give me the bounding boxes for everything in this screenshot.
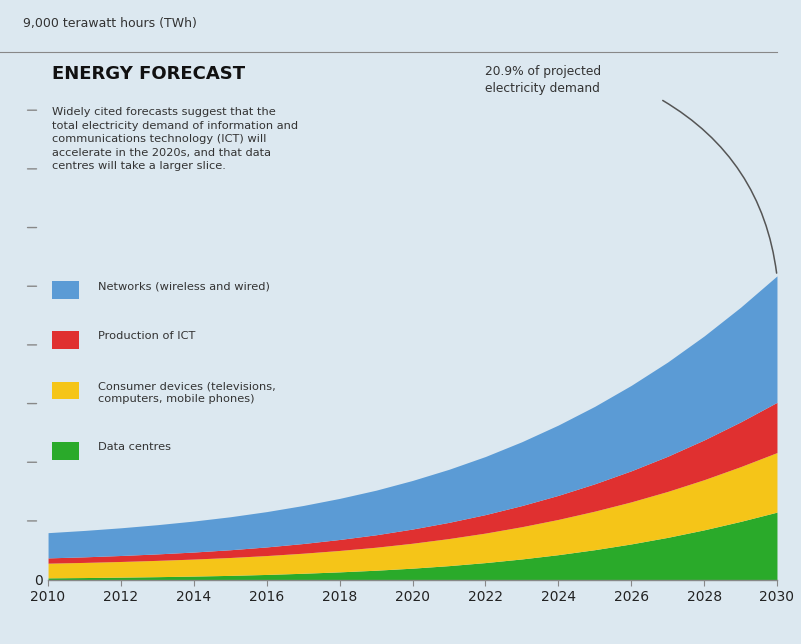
FancyBboxPatch shape — [52, 442, 79, 460]
FancyBboxPatch shape — [52, 332, 79, 349]
FancyBboxPatch shape — [52, 381, 79, 399]
FancyBboxPatch shape — [52, 281, 79, 299]
Text: Data centres: Data centres — [98, 442, 171, 452]
Text: Widely cited forecasts suggest that the
total electricity demand of information : Widely cited forecasts suggest that the … — [52, 107, 298, 171]
Text: Production of ICT: Production of ICT — [98, 332, 195, 341]
Text: Consumer devices (televisions,
computers, mobile phones): Consumer devices (televisions, computers… — [98, 381, 276, 404]
Text: 9,000 terawatt hours (TWh): 9,000 terawatt hours (TWh) — [22, 17, 196, 30]
Text: 20.9% of projected
electricity demand: 20.9% of projected electricity demand — [485, 65, 602, 95]
Text: Networks (wireless and wired): Networks (wireless and wired) — [98, 281, 269, 291]
Text: ENERGY FORECAST: ENERGY FORECAST — [52, 65, 245, 82]
